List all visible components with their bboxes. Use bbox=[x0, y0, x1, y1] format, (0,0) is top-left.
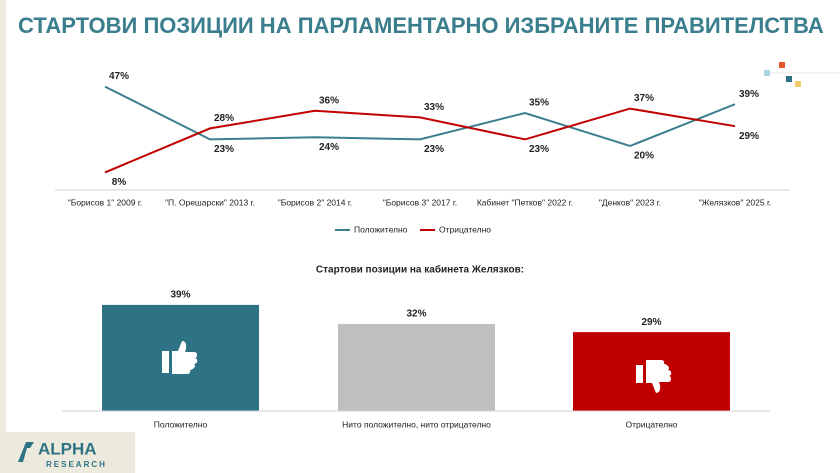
slide-title: СТАРТОВИ ПОЗИЦИИ НА ПАРЛАМЕНТАРНО ИЗБРАН… bbox=[18, 13, 824, 38]
bar bbox=[338, 323, 495, 411]
data-label: 29% bbox=[641, 317, 661, 328]
logo-subtitle: RESEARCH bbox=[46, 460, 107, 469]
thumb-down bbox=[636, 360, 672, 393]
x-tick-label: Положително bbox=[154, 419, 208, 429]
data-label: 23% bbox=[424, 144, 444, 155]
data-label: 23% bbox=[529, 144, 549, 155]
data-label: 28% bbox=[214, 113, 234, 124]
x-tick-label: Кабинет "Петков" 2022 г. bbox=[477, 197, 573, 207]
data-label: 33% bbox=[424, 102, 444, 113]
x-tick-label: "Желязков" 2025 г. bbox=[699, 197, 772, 207]
x-tick-label: Нито положително, нито отрицателно bbox=[342, 419, 491, 429]
x-tick-label: "Борисов 3" 2017 г. bbox=[383, 197, 458, 207]
data-label: 36% bbox=[319, 95, 339, 106]
data-label: 8% bbox=[112, 177, 127, 188]
x-tick-label: "Денков" 2023 г. bbox=[599, 197, 661, 207]
side-strip bbox=[0, 0, 6, 473]
logo-name: ALPHA bbox=[38, 439, 97, 458]
decoration bbox=[764, 62, 840, 87]
chart-title: Стартови позиции на кабинета Желязков: bbox=[316, 264, 524, 276]
data-label: 32% bbox=[406, 309, 426, 320]
data-label: 39% bbox=[739, 89, 759, 100]
data-label: 24% bbox=[319, 142, 339, 153]
logo: ALPHA RESEARCH bbox=[0, 432, 135, 473]
data-label: 37% bbox=[634, 93, 654, 104]
data-label: 20% bbox=[634, 151, 654, 162]
data-label: 29% bbox=[739, 131, 759, 142]
data-label: 47% bbox=[109, 71, 129, 82]
x-tick-label: "П. Орешарски" 2013 г. bbox=[165, 197, 255, 207]
x-tick-label: "Борисов 1" 2009 г. bbox=[68, 197, 143, 207]
legend-label: Положително bbox=[354, 224, 408, 234]
line-series bbox=[104, 85, 736, 148]
x-tick-label: "Борисов 2" 2014 г. bbox=[278, 197, 353, 207]
data-label: 39% bbox=[170, 290, 190, 301]
data-label: 35% bbox=[529, 98, 549, 109]
data-label: 23% bbox=[214, 144, 234, 155]
x-tick-label: Отрицателно bbox=[625, 419, 677, 429]
line-series bbox=[104, 107, 736, 174]
thumb-up bbox=[162, 341, 198, 374]
legend-label: Отрицателно bbox=[439, 224, 491, 234]
